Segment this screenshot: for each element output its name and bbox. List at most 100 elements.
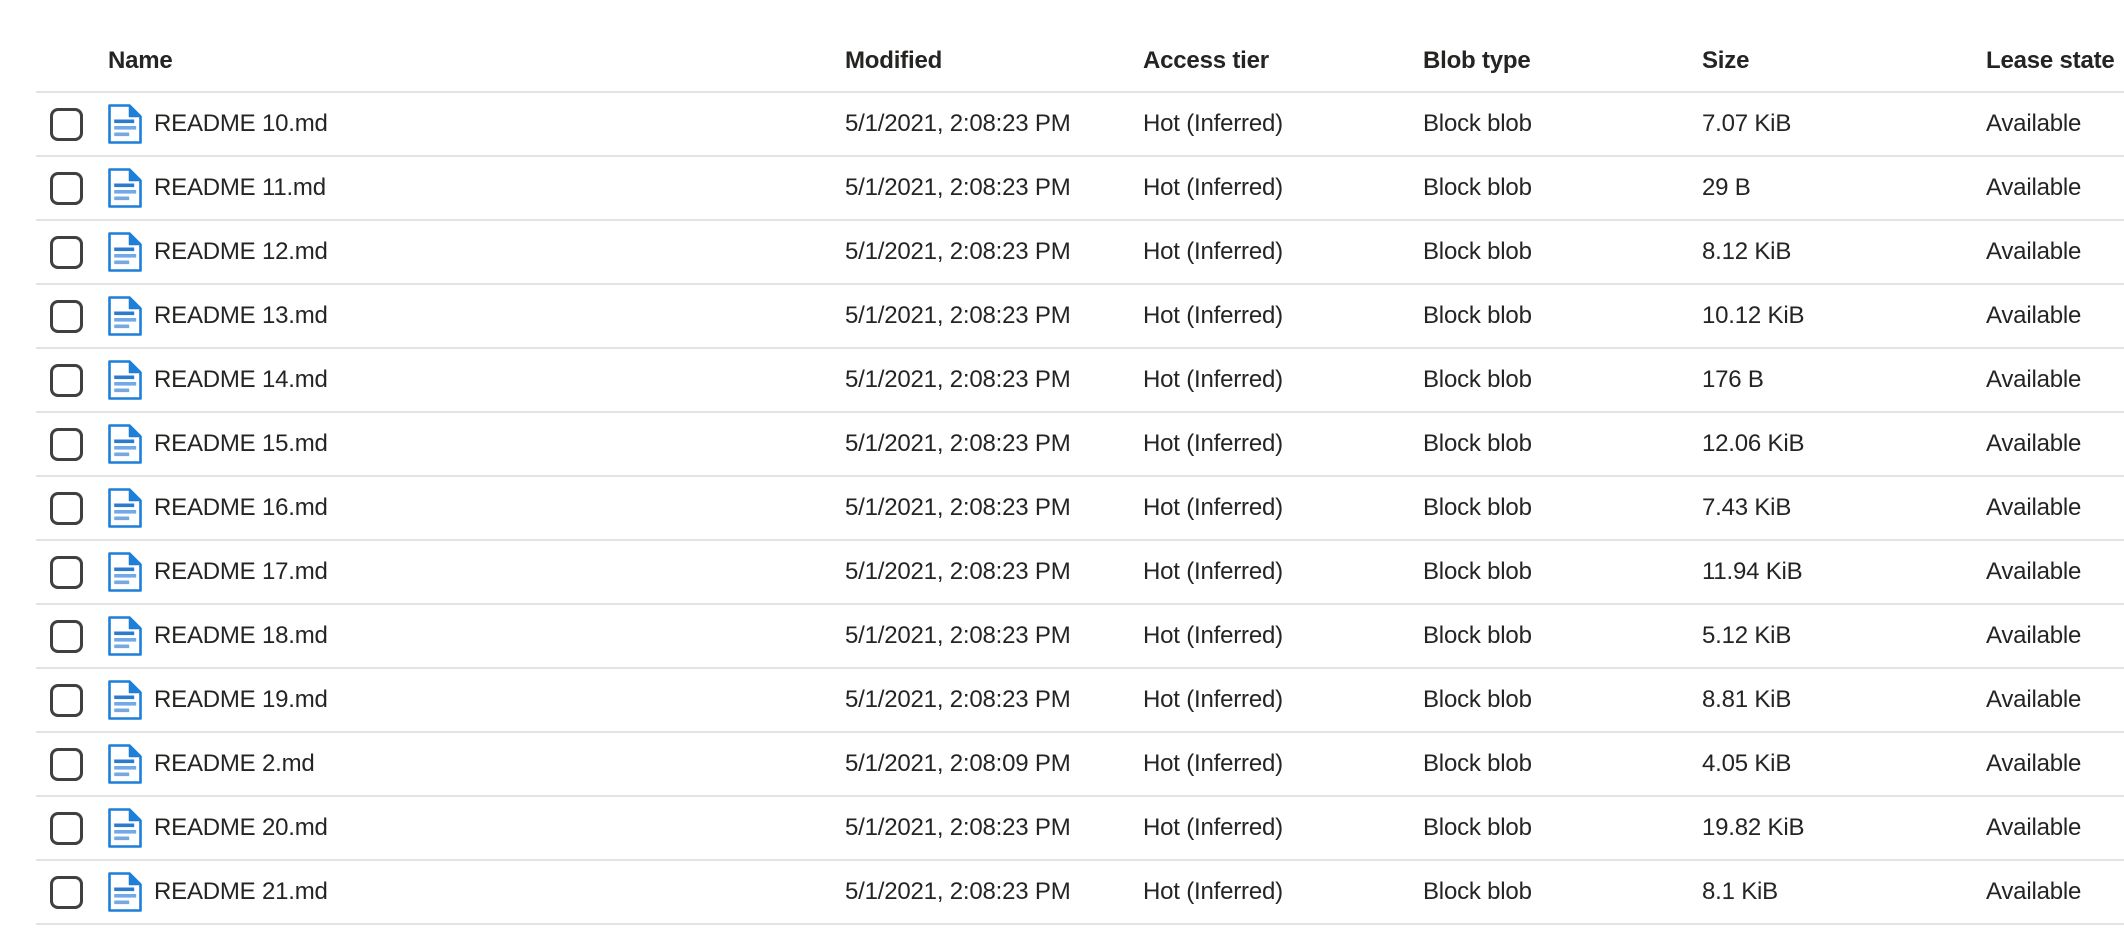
file-icon xyxy=(108,808,142,848)
modified-value: 5/1/2021, 2:08:23 PM xyxy=(845,686,1071,713)
blob-type-value: Block blob xyxy=(1423,238,1532,265)
lease-state-value: Available xyxy=(1986,366,2082,393)
modified-value: 5/1/2021, 2:08:23 PM xyxy=(845,238,1071,265)
blob-name[interactable]: README 11.md xyxy=(154,174,326,201)
access-tier-value: Hot (Inferred) xyxy=(1143,750,1283,777)
table-row[interactable]: README 20.md 5/1/2021, 2:08:23 PM Hot (I… xyxy=(36,797,2124,861)
file-icon xyxy=(108,168,142,208)
size-value: 12.06 KiB xyxy=(1702,430,1805,457)
lease-state-value: Available xyxy=(1986,558,2082,585)
row-checkbox[interactable] xyxy=(50,555,83,589)
file-icon xyxy=(108,616,142,656)
access-tier-value: Hot (Inferred) xyxy=(1143,366,1283,393)
blob-type-value: Block blob xyxy=(1423,814,1532,841)
blob-type-value: Block blob xyxy=(1423,686,1532,713)
blob-type-value: Block blob xyxy=(1423,494,1532,521)
blob-name[interactable]: README 16.md xyxy=(154,494,328,521)
table-row[interactable]: README 19.md 5/1/2021, 2:08:23 PM Hot (I… xyxy=(36,669,2124,733)
row-checkbox[interactable] xyxy=(50,235,83,269)
column-header-blob-type: Blob type xyxy=(1423,46,1531,74)
access-tier-value: Hot (Inferred) xyxy=(1143,302,1283,329)
modified-value: 5/1/2021, 2:08:23 PM xyxy=(845,174,1071,201)
access-tier-value: Hot (Inferred) xyxy=(1143,110,1283,137)
size-value: 5.12 KiB xyxy=(1702,622,1792,649)
table-row[interactable]: README 12.md 5/1/2021, 2:08:23 PM Hot (I… xyxy=(36,221,2124,285)
table-row[interactable]: README 21.md 5/1/2021, 2:08:23 PM Hot (I… xyxy=(36,861,2124,925)
blob-type-value: Block blob xyxy=(1423,366,1532,393)
modified-value: 5/1/2021, 2:08:23 PM xyxy=(845,494,1071,521)
blob-name[interactable]: README 20.md xyxy=(154,814,328,841)
access-tier-value: Hot (Inferred) xyxy=(1143,558,1283,585)
size-value: 7.43 KiB xyxy=(1702,494,1792,521)
blob-type-value: Block blob xyxy=(1423,430,1532,457)
file-icon xyxy=(108,232,142,272)
file-icon xyxy=(108,552,142,592)
table-row[interactable]: README 2.md 5/1/2021, 2:08:09 PM Hot (In… xyxy=(36,733,2124,797)
row-checkbox[interactable] xyxy=(50,171,83,205)
modified-value: 5/1/2021, 2:08:23 PM xyxy=(845,366,1071,393)
size-value: 11.94 KiB xyxy=(1702,558,1803,585)
blob-name[interactable]: README 14.md xyxy=(154,366,328,393)
blob-name[interactable]: README 10.md xyxy=(154,110,328,137)
blob-name[interactable]: README 15.md xyxy=(154,430,328,457)
file-icon xyxy=(108,424,142,464)
column-header-name: Name xyxy=(108,46,173,74)
modified-value: 5/1/2021, 2:08:23 PM xyxy=(845,302,1071,329)
lease-state-value: Available xyxy=(1986,238,2082,265)
modified-value: 5/1/2021, 2:08:23 PM xyxy=(845,558,1071,585)
modified-value: 5/1/2021, 2:08:23 PM xyxy=(845,622,1071,649)
blob-type-value: Block blob xyxy=(1423,622,1532,649)
row-checkbox[interactable] xyxy=(50,811,83,845)
size-value: 8.12 KiB xyxy=(1702,238,1792,265)
row-checkbox[interactable] xyxy=(50,363,83,397)
lease-state-value: Available xyxy=(1986,622,2082,649)
table-row[interactable]: README 16.md 5/1/2021, 2:08:23 PM Hot (I… xyxy=(36,477,2124,541)
modified-value: 5/1/2021, 2:08:09 PM xyxy=(845,750,1071,777)
size-value: 8.1 KiB xyxy=(1702,878,1778,905)
size-value: 176 B xyxy=(1702,366,1764,393)
row-checkbox[interactable] xyxy=(50,299,83,333)
table-row[interactable]: README 14.md 5/1/2021, 2:08:23 PM Hot (I… xyxy=(36,349,2124,413)
blob-name[interactable]: README 12.md xyxy=(154,238,328,265)
access-tier-value: Hot (Inferred) xyxy=(1143,238,1283,265)
row-checkbox[interactable] xyxy=(50,683,83,717)
file-icon xyxy=(108,488,142,528)
modified-value: 5/1/2021, 2:08:23 PM xyxy=(845,878,1071,905)
file-icon xyxy=(108,872,142,912)
lease-state-value: Available xyxy=(1986,302,2082,329)
size-value: 8.81 KiB xyxy=(1702,686,1792,713)
row-checkbox[interactable] xyxy=(50,875,83,909)
row-checkbox[interactable] xyxy=(50,747,83,781)
lease-state-value: Available xyxy=(1986,110,2082,137)
blob-name[interactable]: README 18.md xyxy=(154,622,328,649)
blob-type-value: Block blob xyxy=(1423,558,1532,585)
blob-type-value: Block blob xyxy=(1423,750,1532,777)
blob-name[interactable]: README 19.md xyxy=(154,686,328,713)
table-row[interactable]: README 18.md 5/1/2021, 2:08:23 PM Hot (I… xyxy=(36,605,2124,669)
table-header: Name Modified Access tier Blob type Size… xyxy=(36,0,2124,93)
row-checkbox[interactable] xyxy=(50,107,83,141)
table-row[interactable]: README 15.md 5/1/2021, 2:08:23 PM Hot (I… xyxy=(36,413,2124,477)
column-header-lease-state: Lease state xyxy=(1986,46,2115,74)
lease-state-value: Available xyxy=(1986,430,2082,457)
blob-name[interactable]: README 2.md xyxy=(154,750,315,777)
access-tier-value: Hot (Inferred) xyxy=(1143,494,1283,521)
table-row[interactable]: README 13.md 5/1/2021, 2:08:23 PM Hot (I… xyxy=(36,285,2124,349)
access-tier-value: Hot (Inferred) xyxy=(1143,430,1283,457)
table-row[interactable]: README 17.md 5/1/2021, 2:08:23 PM Hot (I… xyxy=(36,541,2124,605)
row-checkbox[interactable] xyxy=(50,427,83,461)
size-value: 29 B xyxy=(1702,174,1751,201)
blob-name[interactable]: README 21.md xyxy=(154,878,328,905)
blob-name[interactable]: README 17.md xyxy=(154,558,328,585)
lease-state-value: Available xyxy=(1986,814,2082,841)
blob-name[interactable]: README 13.md xyxy=(154,302,328,329)
file-icon xyxy=(108,744,142,784)
table-row[interactable]: README 11.md 5/1/2021, 2:08:23 PM Hot (I… xyxy=(36,157,2124,221)
modified-value: 5/1/2021, 2:08:23 PM xyxy=(845,814,1071,841)
blob-type-value: Block blob xyxy=(1423,878,1532,905)
row-checkbox[interactable] xyxy=(50,491,83,525)
lease-state-value: Available xyxy=(1986,878,2082,905)
row-checkbox[interactable] xyxy=(50,619,83,653)
blob-rows: README 10.md 5/1/2021, 2:08:23 PM Hot (I… xyxy=(36,93,2124,925)
table-row[interactable]: README 10.md 5/1/2021, 2:08:23 PM Hot (I… xyxy=(36,93,2124,157)
